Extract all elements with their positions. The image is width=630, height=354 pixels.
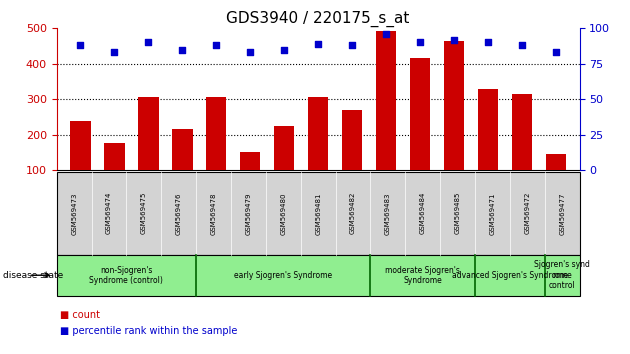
Text: Sjogren's synd
rome
control: Sjogren's synd rome control — [534, 260, 590, 290]
Bar — [308, 97, 328, 205]
Text: early Sjogren's Syndrome: early Sjogren's Syndrome — [234, 271, 333, 280]
Point — [245, 50, 255, 55]
Text: ■ percentile rank within the sample: ■ percentile rank within the sample — [60, 326, 238, 336]
Bar — [206, 97, 226, 205]
Point — [144, 40, 154, 45]
Point — [211, 42, 221, 48]
Bar — [104, 143, 125, 205]
Text: GSM569478: GSM569478 — [210, 192, 217, 235]
Text: moderate Sjogren's
Syndrome: moderate Sjogren's Syndrome — [386, 266, 460, 285]
Text: GSM569477: GSM569477 — [559, 192, 565, 235]
Text: non-Sjogren's
Syndrome (control): non-Sjogren's Syndrome (control) — [89, 266, 163, 285]
Bar — [478, 88, 498, 205]
Text: GSM569480: GSM569480 — [280, 192, 286, 235]
Bar — [172, 129, 193, 205]
Text: ■ count: ■ count — [60, 310, 100, 320]
Bar — [512, 94, 532, 205]
Text: GSM569471: GSM569471 — [490, 192, 495, 235]
Text: GSM569481: GSM569481 — [315, 192, 321, 235]
Text: disease state: disease state — [3, 271, 64, 280]
Point — [483, 40, 493, 45]
Bar — [546, 154, 566, 205]
Point — [76, 42, 86, 48]
Point — [313, 41, 323, 47]
Point — [415, 40, 425, 45]
Point — [551, 50, 561, 55]
Point — [279, 47, 289, 52]
Title: GDS3940 / 220175_s_at: GDS3940 / 220175_s_at — [226, 11, 410, 27]
Text: GSM569484: GSM569484 — [420, 192, 426, 234]
Text: GSM569476: GSM569476 — [176, 192, 181, 235]
Bar — [342, 110, 362, 205]
Text: GSM569483: GSM569483 — [385, 192, 391, 235]
Bar — [410, 58, 430, 205]
Point — [110, 50, 120, 55]
Text: GSM569472: GSM569472 — [524, 192, 530, 234]
Bar — [274, 126, 294, 205]
Text: GSM569482: GSM569482 — [350, 192, 356, 234]
Bar — [444, 41, 464, 205]
Text: GSM569479: GSM569479 — [246, 192, 251, 235]
Text: GSM569474: GSM569474 — [106, 192, 112, 234]
Text: GSM569485: GSM569485 — [455, 192, 461, 234]
Bar — [71, 121, 91, 205]
Point — [449, 37, 459, 42]
Point — [177, 47, 187, 52]
Point — [347, 42, 357, 48]
Text: advanced Sjogren's Syndrome: advanced Sjogren's Syndrome — [452, 271, 568, 280]
Point — [517, 42, 527, 48]
Bar — [240, 152, 260, 205]
Bar — [138, 97, 159, 205]
Text: GSM569473: GSM569473 — [71, 192, 77, 235]
Point — [381, 31, 391, 37]
Text: GSM569475: GSM569475 — [141, 192, 147, 234]
Bar — [376, 31, 396, 205]
